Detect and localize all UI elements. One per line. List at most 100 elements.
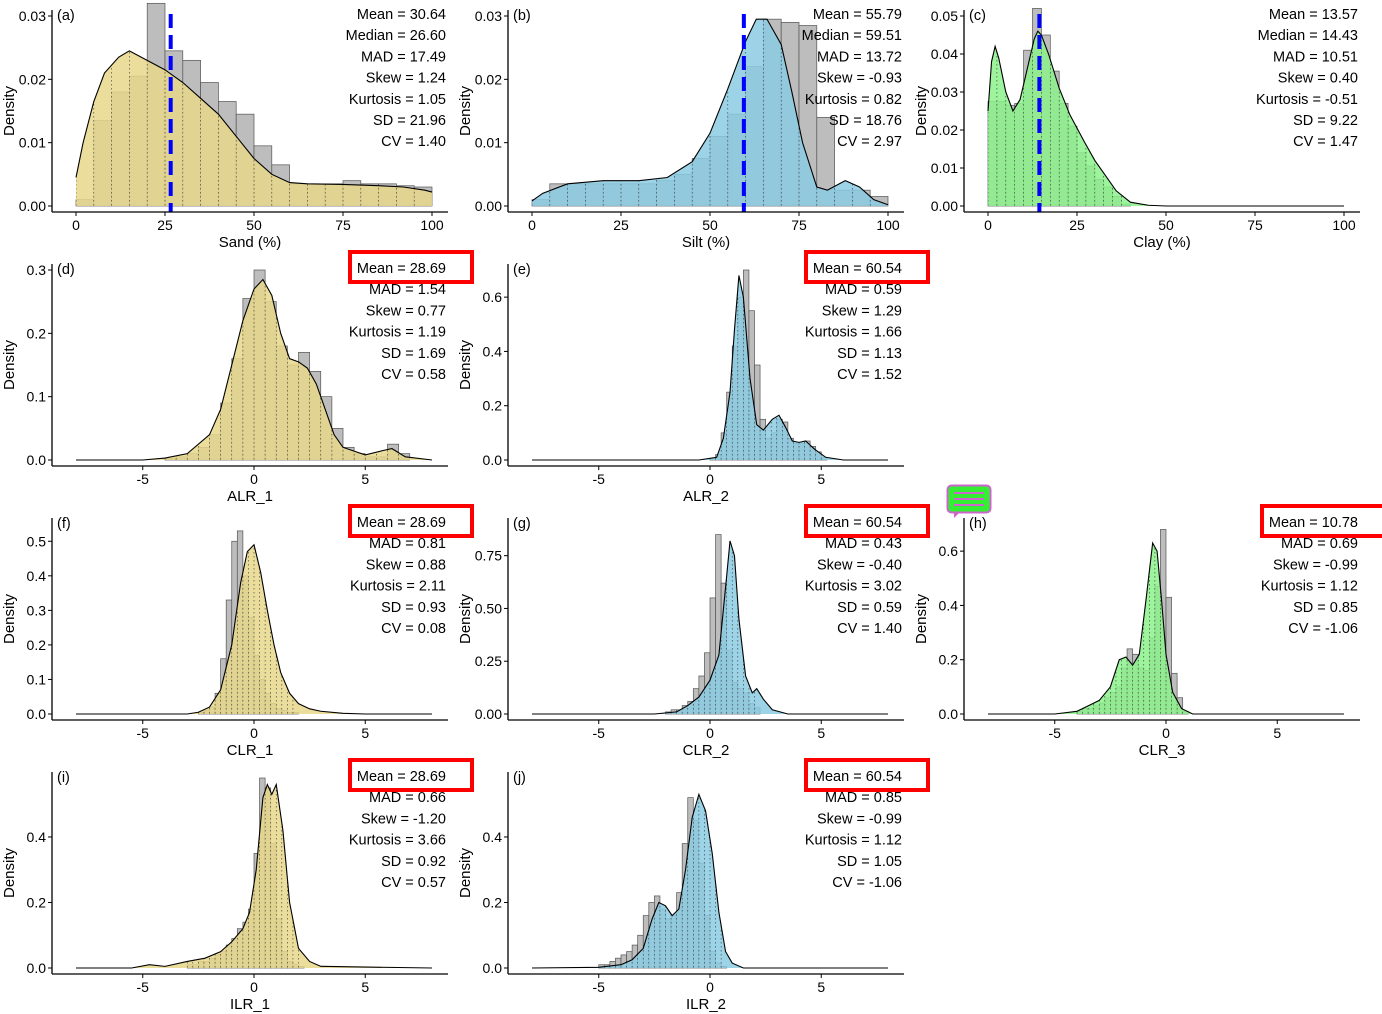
y-axis-title: Density <box>1 85 18 136</box>
panel-tag: (f) <box>57 516 71 532</box>
x-tick-label: -5 <box>593 471 606 487</box>
stat-label: CV = -1.06 <box>832 875 902 891</box>
x-tick-label: 5 <box>1273 725 1281 741</box>
y-tick-label: 0.02 <box>19 71 46 87</box>
stat-label: Skew = -0.93 <box>817 71 902 87</box>
y-axis-title: Density <box>457 593 474 644</box>
stat-label: CV = 0.58 <box>381 367 446 383</box>
y-axis-title: Density <box>1 339 18 390</box>
y-tick-label: 0.75 <box>475 548 502 564</box>
x-tick-label: 75 <box>335 217 351 233</box>
panel-tag: (a) <box>57 8 75 24</box>
y-tick-label: 0.50 <box>475 600 502 616</box>
x-axis-title: Silt (%) <box>682 234 730 251</box>
y-tick-label: 0.25 <box>475 653 502 669</box>
x-tick-label: 25 <box>1069 217 1085 233</box>
stat-label: Kurtosis = 0.82 <box>805 92 902 108</box>
stat-label: SD = 0.92 <box>381 854 446 870</box>
x-tick-label: 5 <box>817 979 825 995</box>
stat-label: Kurtosis = 3.66 <box>349 833 446 849</box>
x-tick-label: 0 <box>528 217 536 233</box>
stat-label: CV = 1.47 <box>1293 134 1358 150</box>
mean-highlight-box <box>804 504 930 538</box>
y-tick-label: 0.4 <box>27 829 47 845</box>
y-tick-label: 0.03 <box>19 8 46 24</box>
density-curve <box>76 782 433 969</box>
y-tick-label: 0.02 <box>931 122 958 138</box>
x-axis-title: Clay (%) <box>1133 234 1191 251</box>
x-tick-label: 0 <box>706 725 714 741</box>
density-area <box>988 543 1344 714</box>
stat-label: Skew = -1.20 <box>361 811 446 827</box>
stat-label: MAD = 13.72 <box>817 49 902 65</box>
x-tick-label: -5 <box>137 725 150 741</box>
x-tick-label: 50 <box>702 217 718 233</box>
x-tick-label: 0 <box>706 471 714 487</box>
panel-tag: (j) <box>513 770 526 786</box>
stat-label: Kurtosis = 3.02 <box>805 579 902 595</box>
panel-e: -5 0 5 0.0 0.2 0.4 0.6 ALR_2 Density (e) Mean = 60… <box>457 250 930 505</box>
y-tick-label: 0.2 <box>939 652 959 668</box>
panel-h: -5 0 5 0.0 0.2 0.4 0.6 CLR_3 Density (h) Mean = 10… <box>913 504 1382 759</box>
stat-label: MAD = 10.51 <box>1273 49 1358 65</box>
panel-tag: (b) <box>513 8 531 24</box>
x-axis-title: CLR_1 <box>227 742 274 759</box>
x-tick-label: 0 <box>250 979 258 995</box>
stat-label: Median = 59.51 <box>802 28 902 44</box>
stat-label: Kurtosis = 1.66 <box>805 325 902 341</box>
x-tick-label: -5 <box>1049 725 1062 741</box>
y-axis-title: Density <box>1 593 18 644</box>
stat-label: Mean = 60.54 <box>813 769 902 785</box>
y-tick-label: 0.0 <box>483 960 503 976</box>
y-tick-label: 0.1 <box>27 671 47 687</box>
stat-label: Mean = 28.69 <box>357 261 446 277</box>
x-tick-label: 25 <box>157 217 173 233</box>
panel-tag: (d) <box>57 262 75 278</box>
y-tick-label: 0.00 <box>475 198 502 214</box>
stat-label: Mean = 55.79 <box>813 7 902 23</box>
panel-tag: (e) <box>513 262 531 278</box>
x-axis-title: ALR_2 <box>683 488 729 505</box>
panel-c: 0 25 50 75 100 0.00 0.01 0.02 0.03 0.04 0.05 Clay (… <box>913 7 1360 251</box>
stat-label: SD = 1.13 <box>837 346 902 362</box>
stat-label: SD = 0.93 <box>381 600 446 616</box>
y-tick-label: 0.6 <box>939 543 959 559</box>
stat-label: Skew = 0.40 <box>1278 71 1358 87</box>
panel-tag: (h) <box>969 516 987 532</box>
x-axis-title: CLR_3 <box>1139 742 1186 759</box>
stat-label: Kurtosis = 1.05 <box>349 92 446 108</box>
comment-note-icon[interactable] <box>946 484 992 518</box>
density-area <box>76 279 432 460</box>
y-tick-label: 0.0 <box>483 452 503 468</box>
stat-label: CV = 1.40 <box>837 621 902 637</box>
y-tick-label: 0.01 <box>475 135 502 151</box>
stat-label: Kurtosis = -0.51 <box>1256 92 1358 108</box>
stat-label: CV = 1.40 <box>381 134 446 150</box>
x-tick-label: -5 <box>593 725 606 741</box>
density-area <box>532 19 888 206</box>
y-tick-label: 0.03 <box>931 84 958 100</box>
x-axis-title: ALR_1 <box>227 488 273 505</box>
y-tick-label: 0.2 <box>483 398 503 414</box>
x-tick-label: 25 <box>613 217 629 233</box>
y-tick-label: 0.3 <box>27 602 47 618</box>
x-tick-label: 50 <box>1158 217 1174 233</box>
stat-label: MAD = 17.49 <box>361 49 446 65</box>
x-tick-label: 5 <box>361 471 369 487</box>
mean-highlight-box <box>804 758 930 792</box>
stat-label: Mean = 13.57 <box>1269 7 1358 23</box>
density-curve <box>988 541 1344 715</box>
y-tick-label: 0.00 <box>19 198 46 214</box>
stat-label: Mean = 60.54 <box>813 261 902 277</box>
stat-label: CV = 1.52 <box>837 367 902 383</box>
stat-label: SD = 21.96 <box>373 113 446 129</box>
y-tick-label: 0.0 <box>27 960 47 976</box>
panel-i: -5 0 5 0.0 0.2 0.4 ILR_1 Density (i) Mean = 28.69… <box>1 758 474 1013</box>
y-tick-label: 0.0 <box>27 706 47 722</box>
x-axis-title: ILR_2 <box>686 996 726 1013</box>
stat-label: Skew = -0.99 <box>817 811 902 827</box>
mean-highlight-box <box>348 504 474 538</box>
stat-label: SD = 0.59 <box>837 600 902 616</box>
stat-label: Mean = 30.64 <box>357 7 446 23</box>
